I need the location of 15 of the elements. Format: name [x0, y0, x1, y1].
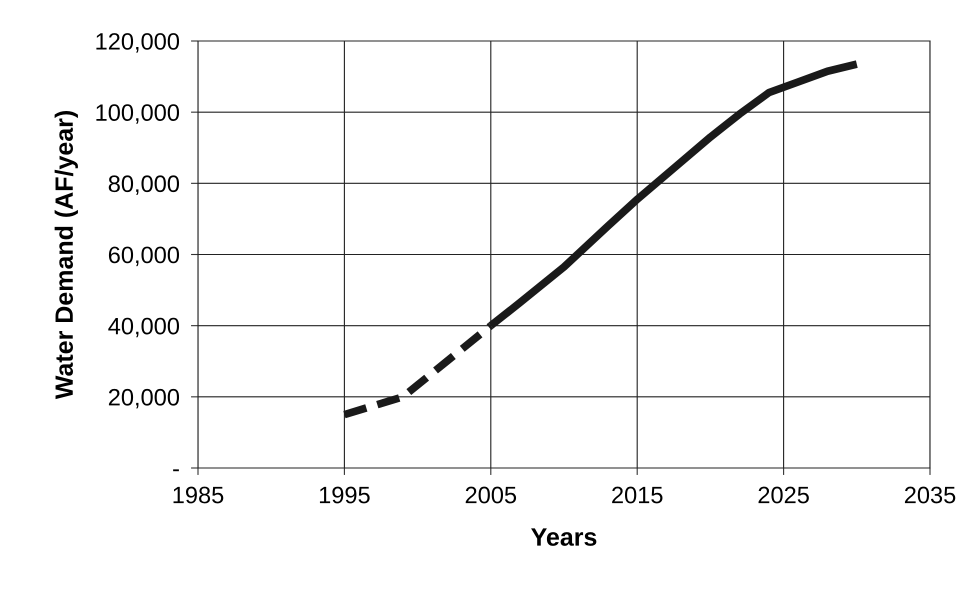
y-tick-label: 100,000 [96, 104, 180, 124]
x-tick-label: 2015 [612, 486, 662, 504]
x-tick-label: 2025 [758, 486, 809, 504]
y-tick-label: 120,000 [96, 33, 180, 53]
y-tick-label: 40,000 [108, 318, 180, 338]
y-tick-label: 80,000 [108, 175, 180, 195]
y-axis-title: Water Demand (AF/year) [54, 111, 78, 400]
x-tick-label: 2005 [466, 486, 516, 504]
y-tick-label: - [173, 469, 179, 472]
x-tick-label: 1995 [320, 486, 370, 504]
x-axis-title: Years [531, 528, 596, 546]
x-tick-label: 2035 [904, 486, 956, 504]
x-tick-label: 1985 [174, 486, 224, 504]
y-tick-label: 20,000 [108, 388, 180, 408]
y-tick-label: 60,000 [108, 246, 180, 266]
